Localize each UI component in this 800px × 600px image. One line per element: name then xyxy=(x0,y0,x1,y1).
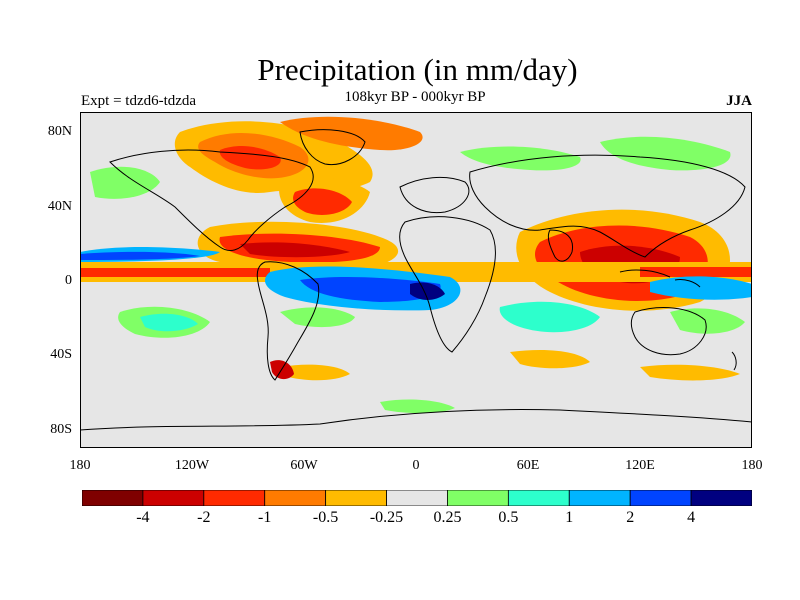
lon-label-0: 0 xyxy=(412,458,420,473)
colorbar-label: 1 xyxy=(565,509,574,526)
colorbar-label: -4 xyxy=(136,509,150,526)
colorbar-label: 0.25 xyxy=(433,509,462,526)
colorbar-label: 4 xyxy=(687,509,696,526)
colorbar-swatch xyxy=(447,489,509,507)
colorbar xyxy=(81,489,753,507)
colorbar-label: -1 xyxy=(258,509,272,526)
lat-label-40n: 40N xyxy=(47,199,72,214)
lon-label-60e: 60E xyxy=(516,458,540,473)
map-svg xyxy=(80,112,752,448)
colorbar-swatch xyxy=(81,489,144,507)
lon-label-180w: 180 xyxy=(69,458,91,473)
colorbar-label: -0.25 xyxy=(369,509,404,526)
plot-title: Precipitation (in mm/day) xyxy=(257,52,578,87)
colorbar-swatch xyxy=(386,489,448,507)
plot-subtitle: 108kyr BP - 000kyr BP xyxy=(344,89,486,105)
colorbar-label: 0.5 xyxy=(498,509,519,526)
coastlines xyxy=(80,129,752,431)
lon-label-120e: 120E xyxy=(625,458,655,473)
colorbar-swatch xyxy=(142,489,205,507)
map-border xyxy=(80,112,752,448)
colorbar-swatch xyxy=(507,489,570,507)
lon-label-120w: 120W xyxy=(174,458,210,473)
lat-label-80s: 80S xyxy=(50,422,72,437)
season-label: JJA xyxy=(726,93,752,109)
colorbar-label: -2 xyxy=(197,509,211,526)
colorbar-svg xyxy=(81,489,753,507)
colorbar-swatch xyxy=(264,489,327,507)
lon-label-60w: 60W xyxy=(290,458,318,473)
colorbar-swatch xyxy=(568,489,631,507)
colorbar-swatch xyxy=(325,489,387,507)
colorbar-swatch xyxy=(203,489,266,507)
lon-label-180e: 180 xyxy=(741,458,763,473)
colorbar-swatch xyxy=(690,489,753,507)
precipitation-map xyxy=(80,112,752,448)
lat-label-0: 0 xyxy=(65,273,72,288)
lat-label-80n: 80N xyxy=(47,124,72,139)
colorbar-label: 2 xyxy=(626,509,635,526)
lat-label-40s: 40S xyxy=(50,347,72,362)
colorbar-label: -0.5 xyxy=(312,509,339,526)
colorbar-swatch xyxy=(629,489,692,507)
anomaly-field xyxy=(80,116,752,414)
experiment-label: Expt = tdzd6-tdzda xyxy=(81,93,197,109)
